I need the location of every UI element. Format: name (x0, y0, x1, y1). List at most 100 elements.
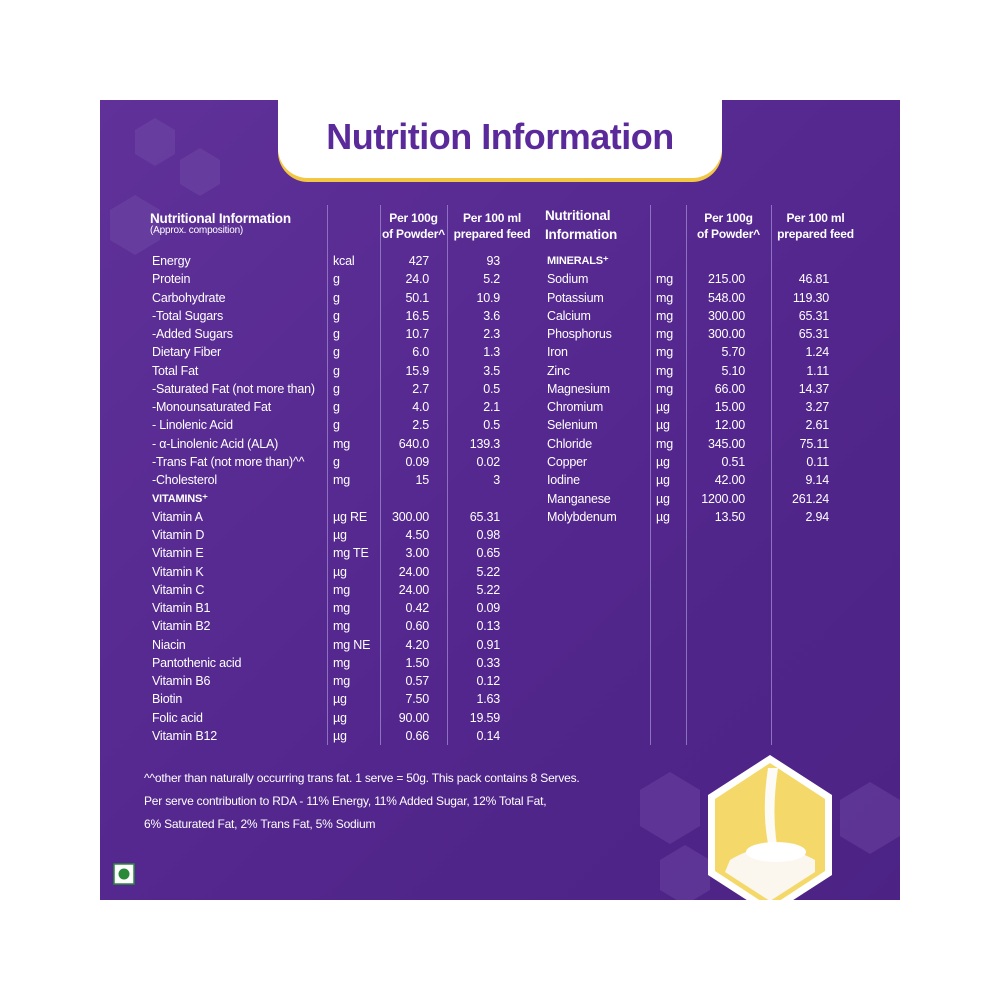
unit: µg (656, 491, 670, 506)
column-line (686, 205, 687, 745)
value-per-100ml: 1.24 (805, 345, 829, 360)
value-per-100ml: 65.31 (469, 509, 500, 524)
value-per-100ml: 0.13 (476, 619, 500, 634)
value-per-100ml: 3.27 (805, 400, 829, 415)
title: Nutrition Information (326, 116, 674, 157)
section-label: VITAMINS⁺ (152, 492, 208, 505)
footnote: 6% Saturated Fat, 2% Trans Fat, 5% Sodiu… (144, 817, 376, 831)
header-col: of Powder^ (696, 227, 760, 241)
value-per-100g: 50.1 (405, 290, 429, 305)
header-col: Per 100 ml (786, 211, 845, 225)
value-per-100g: 16.5 (405, 308, 429, 323)
value-per-100ml: 139.3 (469, 436, 500, 451)
value-per-100ml: 14.37 (798, 381, 829, 396)
value-per-100g: 24.00 (398, 582, 429, 597)
nutrient-name: Copper (547, 454, 587, 469)
value-per-100g: 640.0 (398, 436, 429, 451)
value-per-100g: 5.70 (721, 345, 745, 360)
nutrient-name: Carbohydrate (152, 290, 226, 305)
value-per-100ml: 46.81 (798, 272, 829, 287)
value-per-100ml: 1.63 (476, 692, 500, 707)
value-per-100ml: 0.14 (476, 729, 500, 744)
nutrient-name: Pantothenic acid (152, 655, 242, 670)
value-per-100g: 345.00 (707, 436, 745, 451)
nutrient-name: Iron (547, 345, 568, 360)
nutrient-name: Vitamin K (152, 564, 204, 579)
value-per-100g: 15.9 (405, 363, 429, 378)
value-per-100ml: 5.22 (476, 564, 500, 579)
value-per-100g: 7.50 (405, 692, 429, 707)
unit: µg (333, 692, 347, 707)
nutrient-name: Vitamin D (152, 528, 205, 543)
value-per-100ml: 0.09 (476, 601, 500, 616)
header-col: Per 100g (389, 211, 438, 225)
nutrient-name: Iodine (547, 473, 580, 488)
header-col: prepared feed (777, 227, 854, 241)
unit: g (333, 381, 340, 396)
nutrient-name: -Monounsaturated Fat (152, 400, 271, 415)
unit: mg (656, 308, 673, 323)
nutrient-name: Magnesium (547, 381, 610, 396)
header-col: prepared feed (453, 227, 531, 241)
value-per-100ml: 65.31 (798, 327, 829, 342)
section-label: MINERALS⁺ (547, 255, 609, 267)
value-per-100ml: 10.9 (476, 290, 500, 305)
unit: g (333, 308, 340, 323)
column-line (447, 205, 448, 745)
column-line (327, 205, 328, 745)
nutrient-name: -Cholesterol (152, 473, 217, 488)
value-per-100ml: 0.98 (476, 528, 500, 543)
unit: mg (656, 272, 673, 287)
unit: µg (333, 564, 347, 579)
nutrient-name: Vitamin C (152, 582, 205, 597)
unit: mg (656, 436, 673, 451)
header-name: Nutritional (545, 208, 611, 223)
unit: g (333, 345, 340, 360)
title-tab (278, 100, 722, 178)
value-per-100g: 3.00 (405, 546, 429, 561)
value-per-100g: 4.20 (405, 637, 429, 652)
unit: mg NE (333, 637, 371, 652)
unit: g (333, 290, 340, 305)
value-per-100g: 24.0 (405, 272, 429, 287)
value-per-100g: 15.00 (714, 400, 745, 415)
header-col: Per 100g (704, 211, 753, 225)
unit: mg (333, 473, 350, 488)
nutrient-name: Zinc (547, 363, 570, 378)
nutrient-name: -Added Sugars (152, 327, 233, 342)
nutrient-name: -Trans Fat (not more than)^^ (152, 454, 305, 469)
value-per-100g: 24.00 (398, 564, 429, 579)
value-per-100ml: 3.6 (483, 308, 500, 323)
value-per-100g: 42.00 (714, 473, 745, 488)
nutrient-name: Niacin (152, 637, 186, 652)
value-per-100g: 1.50 (405, 655, 429, 670)
nutrient-name: Vitamin B1 (152, 601, 211, 616)
header-col: Per 100 ml (462, 211, 522, 225)
value-per-100ml: 0.12 (476, 674, 500, 689)
nutrient-name: Selenium (547, 418, 598, 433)
value-per-100ml: 0.33 (476, 655, 500, 670)
value-per-100g: 2.5 (412, 418, 429, 433)
value-per-100ml: 9.14 (805, 473, 829, 488)
unit: g (333, 327, 340, 342)
value-per-100g: 5.10 (721, 363, 745, 378)
value-per-100ml: 2.94 (805, 509, 829, 524)
value-per-100g: 90.00 (398, 710, 429, 725)
nutrient-name: Potassium (547, 290, 604, 305)
nutrient-name: Folic acid (152, 710, 203, 725)
value-per-100g: 0.60 (405, 619, 429, 634)
value-per-100g: 1200.00 (701, 491, 745, 506)
unit: µg (333, 528, 347, 543)
nutrient-name: Manganese (547, 491, 611, 506)
value-per-100ml: 0.65 (476, 546, 500, 561)
value-per-100ml: 2.61 (805, 418, 829, 433)
value-per-100g: 548.00 (707, 290, 745, 305)
unit: mg (333, 601, 350, 616)
nutrient-name: - α-Linolenic Acid (ALA) (152, 436, 279, 451)
value-per-100g: 2.7 (412, 381, 429, 396)
value-per-100g: 13.50 (714, 509, 745, 524)
value-per-100ml: 2.1 (483, 400, 500, 415)
nutrient-name: Vitamin B6 (152, 674, 211, 689)
value-per-100g: 10.7 (405, 327, 429, 342)
decor (110, 118, 900, 900)
